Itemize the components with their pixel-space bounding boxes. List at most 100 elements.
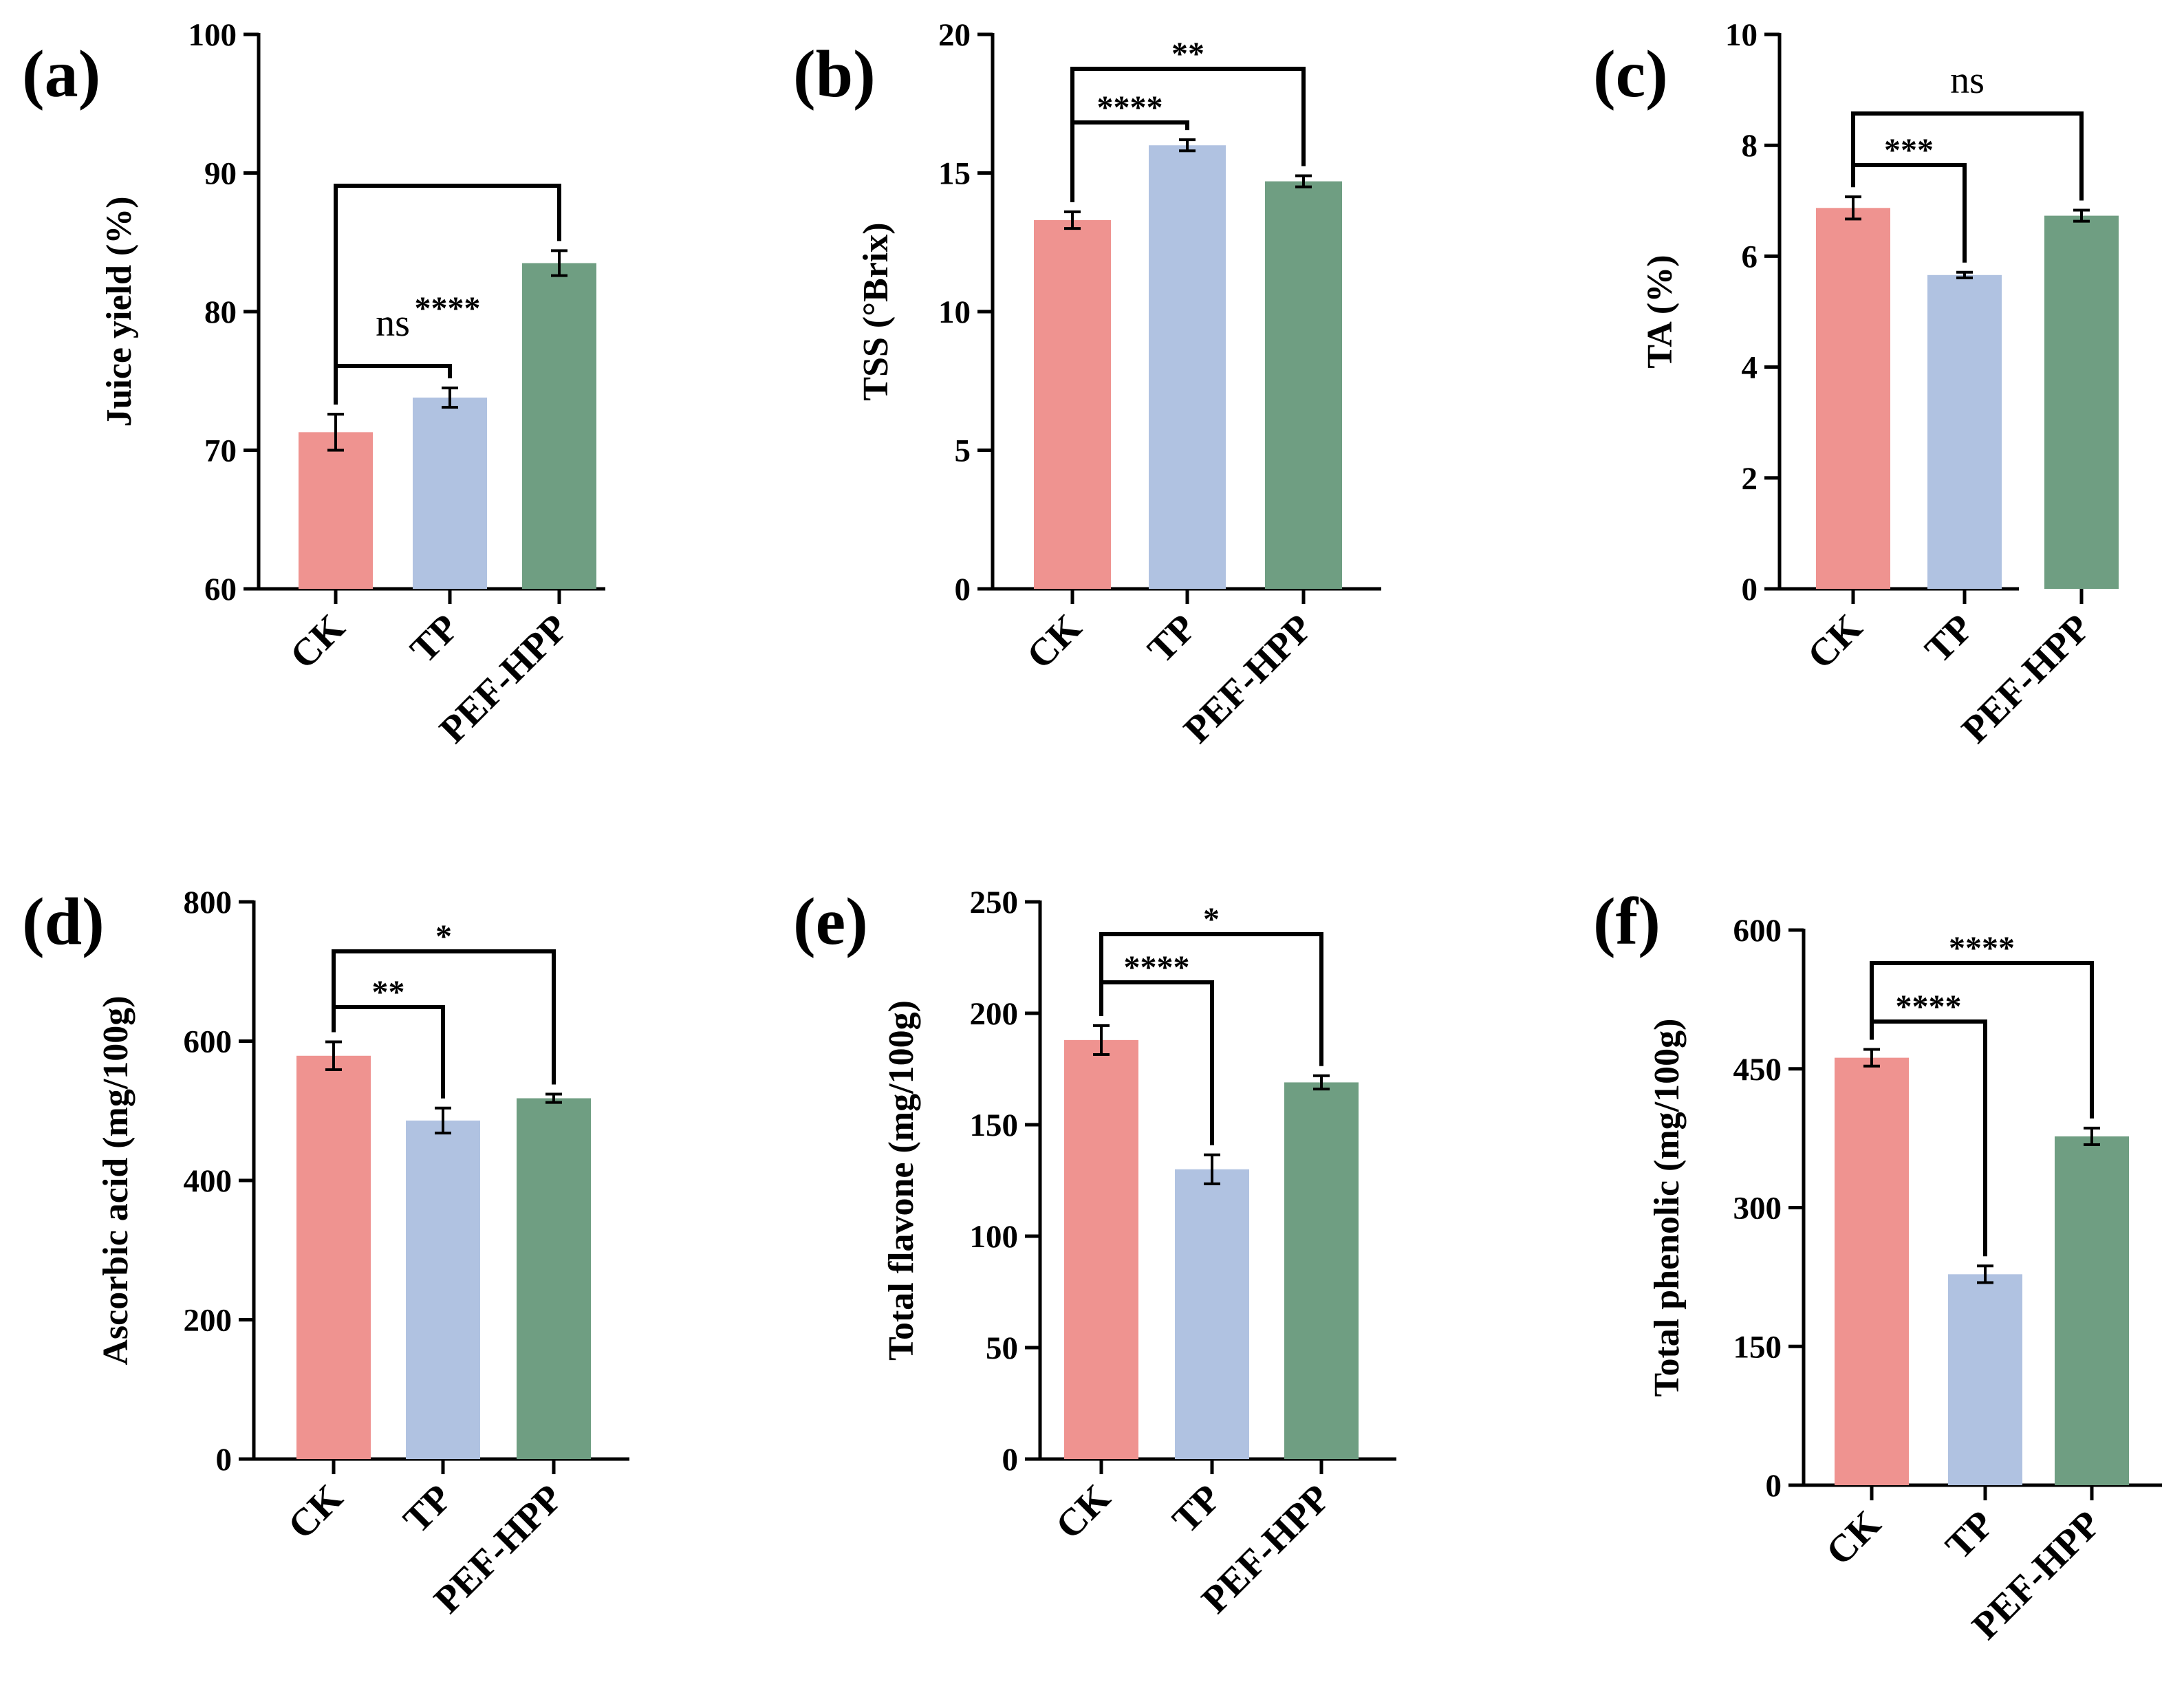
significance-label: ****	[415, 290, 481, 327]
x-tick-label-ck: CK	[1048, 1476, 1119, 1548]
bar-pef-hpp	[2055, 1136, 2129, 1485]
y-tick-label: 70	[204, 433, 237, 469]
y-tick-label: 0	[216, 1442, 233, 1478]
bar-pef-hpp	[1284, 1082, 1359, 1459]
significance-label: ns	[1950, 59, 1985, 102]
bar-ck	[1034, 220, 1111, 589]
y-tick-label: 800	[184, 885, 233, 920]
bar-pef-hpp	[522, 263, 596, 589]
significance-label: *	[435, 918, 452, 955]
y-tick-label: 0	[1002, 1442, 1019, 1478]
y-tick-label: 8	[1742, 128, 1758, 164]
x-tick-label-tp: TP	[1917, 606, 1982, 671]
y-tick-label: 6	[1742, 239, 1758, 274]
y-tick-label: 60	[204, 572, 237, 607]
panel-label: (c)	[1593, 37, 1668, 111]
y-tick-label: 2	[1742, 461, 1758, 497]
y-tick-label: 15	[938, 156, 971, 192]
significance-label: ***	[1884, 132, 1934, 169]
significance-label: ****	[1124, 949, 1190, 986]
significance-label: ns	[376, 302, 410, 345]
bar-pef-hpp	[517, 1098, 591, 1459]
x-tick-label-tp: TP	[402, 606, 467, 671]
significance-bracket	[1099, 932, 1323, 1066]
significance-bracket	[1851, 111, 2084, 201]
significance-bracket	[332, 949, 556, 1085]
bar-tp	[1927, 274, 2002, 589]
y-tick-label: 80	[204, 294, 237, 330]
x-tick-label-tp: TP	[1938, 1502, 2002, 1567]
y-tick-label: 150	[970, 1108, 1019, 1143]
y-axis-title: Total phenolic (mg/100g)	[1647, 1019, 1687, 1397]
x-tick-label-tp: TP	[396, 1476, 460, 1541]
panel-d: (d) 0 200 400 600 800 Ascorbic acid (mg/100g) C…	[22, 885, 629, 1621]
y-tick-label: 10	[1725, 17, 1758, 53]
x-tick-label-ck: CK	[1818, 1502, 1890, 1574]
bar-tp	[406, 1120, 480, 1459]
panel-label: (d)	[22, 885, 105, 959]
y-tick-label: 4	[1742, 350, 1758, 386]
y-tick-label: 100	[970, 1219, 1019, 1255]
y-tick-label: 250	[970, 885, 1019, 920]
significance-label: ****	[1097, 89, 1163, 126]
y-axis-title: Total flavone (mg/100g)	[882, 1000, 921, 1361]
panel-label: (e)	[793, 885, 868, 959]
x-tick-label-ck: CK	[280, 1476, 352, 1548]
x-tick-label-tp: TP	[1165, 1476, 1229, 1541]
y-tick-label: 5	[955, 433, 971, 469]
y-axis-title: Ascorbic acid (mg/100g)	[96, 995, 136, 1365]
bar-tp	[413, 397, 487, 589]
y-tick-label: 200	[970, 996, 1019, 1032]
x-tick-label-ck: CK	[1799, 606, 1871, 678]
y-tick-label: 0	[955, 572, 971, 607]
x-tick-label-ck: CK	[282, 606, 354, 678]
bar-ck	[296, 1055, 371, 1459]
y-tick-label: 90	[204, 156, 237, 192]
significance-label: *	[1203, 901, 1220, 938]
y-tick-label: 400	[184, 1163, 233, 1199]
significance-bracket	[334, 184, 561, 405]
significance-bracket	[1070, 67, 1306, 202]
y-tick-label: 600	[1733, 913, 1782, 949]
significance-label: **	[372, 974, 405, 1011]
y-tick-label: 300	[1733, 1191, 1782, 1227]
significance-label: **	[1171, 36, 1204, 72]
panel-e: (e) 0 50 100 150 200 250 Total flavone (mg/100g…	[793, 885, 1396, 1621]
y-axis-title: TA (%)	[1641, 255, 1680, 368]
panel-label: (f)	[1593, 885, 1661, 959]
bar-pef-hpp	[2044, 215, 2119, 589]
panel-label: (a)	[22, 37, 100, 111]
y-axis-title: Juice yield (%)	[100, 196, 139, 427]
y-axis-title: TSS (°Brix)	[856, 222, 896, 400]
panel-f: (f) 0 150 300 450 600 Total phenolic (mg/100g)…	[1593, 885, 2162, 1648]
significance-bracket	[1870, 961, 2094, 1119]
y-tick-label: 450	[1733, 1052, 1782, 1088]
y-tick-label: 100	[188, 17, 237, 53]
y-tick-label: 200	[184, 1303, 233, 1339]
y-tick-label: 0	[1766, 1468, 1782, 1504]
x-tick-label-tp: TP	[1140, 606, 1204, 671]
bar-ck	[1064, 1039, 1138, 1459]
bar-tp	[1149, 145, 1226, 589]
bar-ck	[1835, 1057, 1909, 1485]
y-tick-label: 50	[986, 1330, 1018, 1366]
bar-pef-hpp	[1265, 181, 1342, 590]
y-tick-label: 600	[184, 1024, 233, 1060]
bar-ck	[1816, 208, 1890, 589]
x-tick-label-pef-hpp: PEF-HPP	[1954, 606, 2099, 751]
y-tick-label: 0	[1742, 572, 1758, 607]
significance-label: ****	[1949, 930, 2015, 967]
bar-ck	[299, 432, 373, 589]
panel-label: (b)	[793, 37, 876, 111]
y-tick-label: 20	[938, 17, 971, 53]
bar-tp	[1948, 1274, 2022, 1485]
significance-label: ****	[1896, 989, 1962, 1025]
y-tick-label: 150	[1733, 1329, 1782, 1365]
y-tick-label: 10	[938, 294, 971, 330]
bar-tp	[1175, 1169, 1249, 1459]
x-tick-label-pef-hpp: PEF-HPP	[1176, 606, 1321, 751]
